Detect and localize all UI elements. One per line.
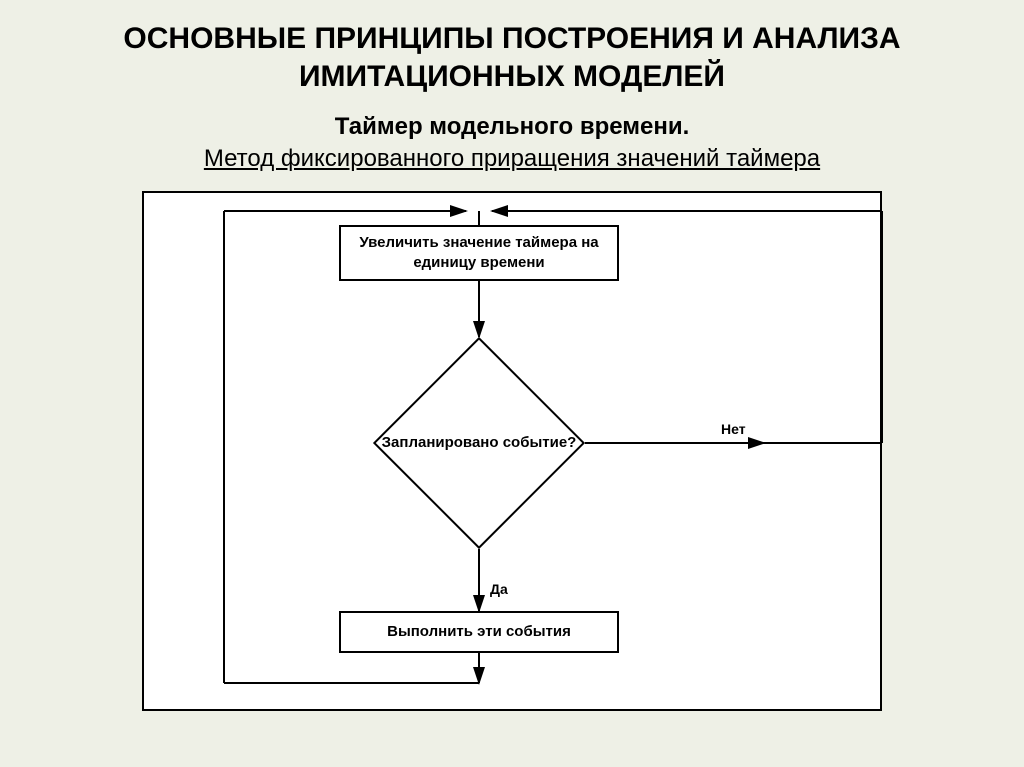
- slide-subtitle: Таймер модельного времени.: [40, 113, 984, 141]
- node-decision-label-wrap: Запланировано событие?: [379, 368, 579, 518]
- slide: ОСНОВНЫЕ ПРИНЦИПЫ ПОСТРОЕНИЯ И АНАЛИЗА И…: [0, 0, 1024, 767]
- edge-label-no: Нет: [721, 421, 746, 437]
- node-decision-label: Запланировано событие?: [382, 433, 577, 453]
- node-execute-label: Выполнить эти события: [387, 622, 571, 642]
- flowchart: Увеличить значение таймера на единицу вр…: [142, 191, 882, 711]
- edge-label-yes: Да: [490, 581, 508, 597]
- node-execute: Выполнить эти события: [339, 611, 619, 653]
- node-increment-label: Увеличить значение таймера на единицу вр…: [351, 233, 607, 274]
- node-increment: Увеличить значение таймера на единицу вр…: [339, 225, 619, 281]
- slide-title: ОСНОВНЫЕ ПРИНЦИПЫ ПОСТРОЕНИЯ И АНАЛИЗА И…: [40, 20, 984, 95]
- slide-method: Метод фиксированного приращения значений…: [40, 145, 984, 173]
